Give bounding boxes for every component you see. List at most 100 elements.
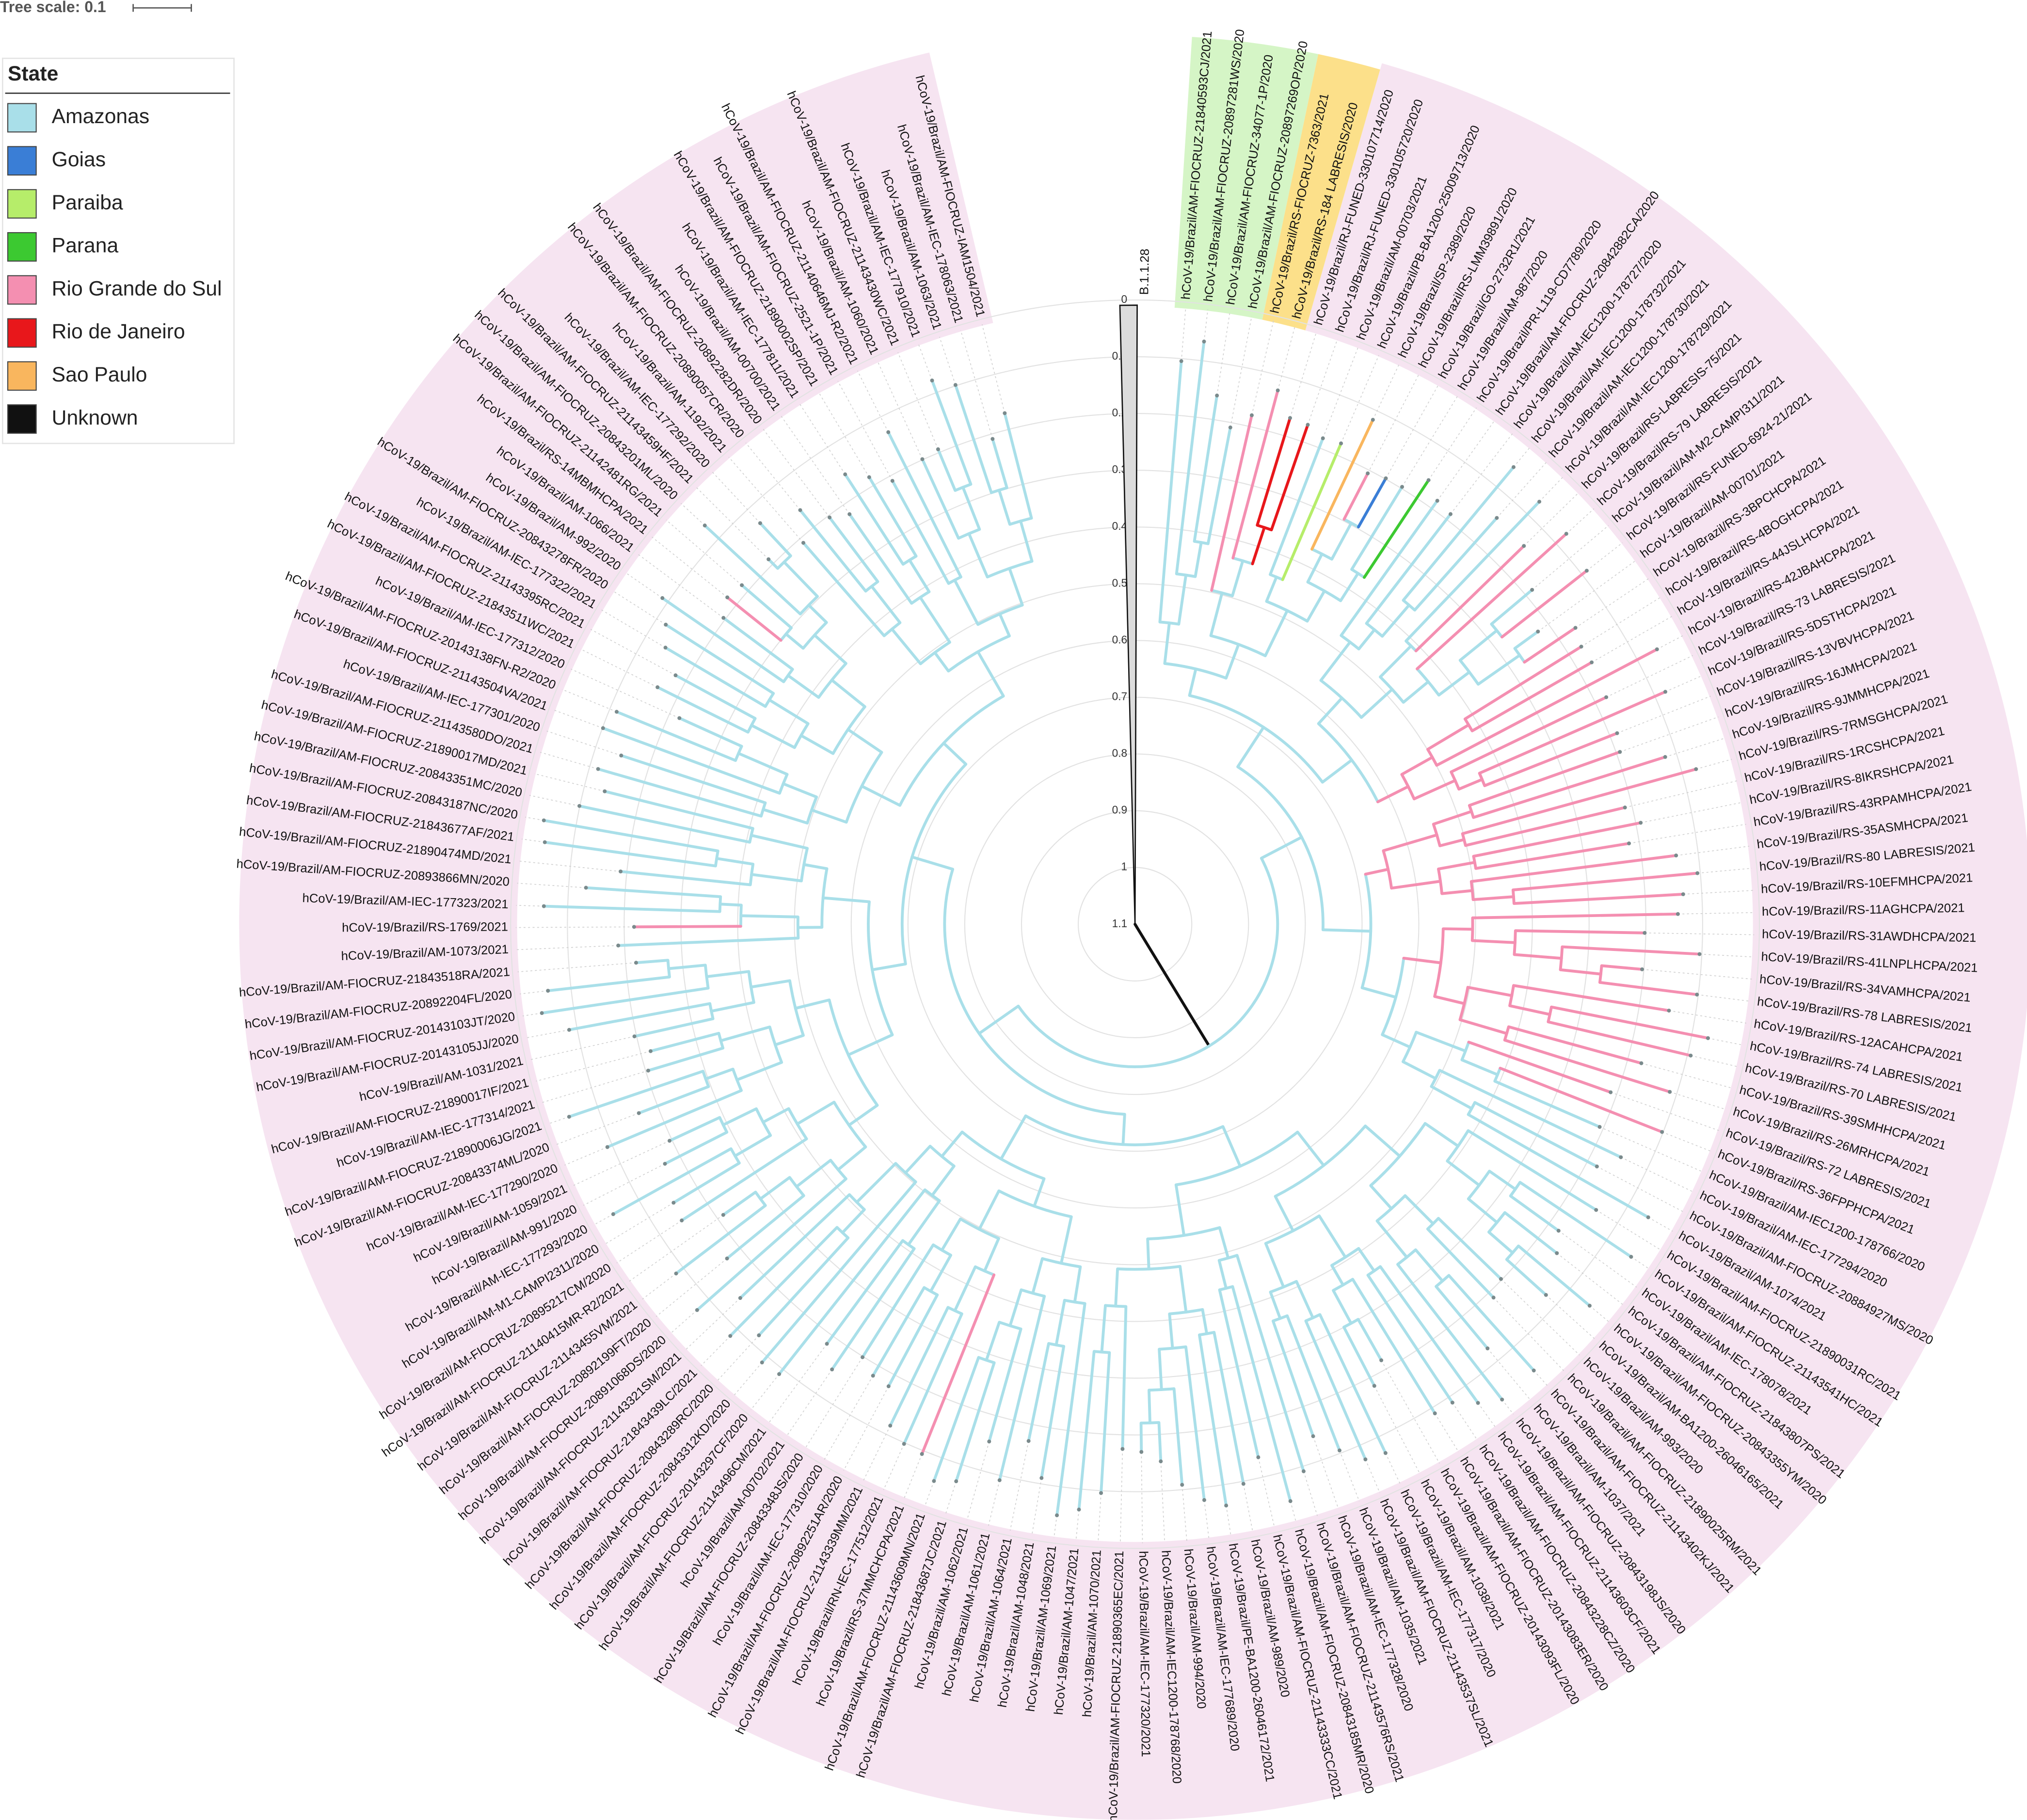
scale-bar bbox=[132, 4, 192, 12]
leaf-tip bbox=[1597, 1125, 1602, 1129]
branch bbox=[1488, 1170, 1517, 1191]
branch-arc bbox=[1340, 634, 1360, 650]
leaf-tip bbox=[1623, 806, 1627, 810]
branch bbox=[1114, 1267, 1119, 1308]
branch-arc bbox=[817, 662, 847, 698]
branch bbox=[1357, 628, 1376, 650]
leaf-tip bbox=[677, 716, 682, 720]
leader bbox=[1586, 542, 1623, 571]
axis-tick-label: 0 bbox=[1121, 293, 1128, 305]
branch bbox=[1235, 1254, 1305, 1473]
branch bbox=[967, 532, 989, 579]
branch-arc bbox=[788, 1176, 805, 1197]
branch bbox=[1438, 838, 1466, 847]
legend-label: Sao Paulo bbox=[52, 363, 147, 386]
leader bbox=[1385, 1453, 1401, 1484]
branch bbox=[1450, 696, 1608, 774]
branch bbox=[1561, 945, 1701, 956]
leaf-tip bbox=[1640, 967, 1644, 971]
leaf-tip bbox=[1579, 645, 1583, 649]
branch bbox=[710, 1001, 755, 1013]
leaf-tip bbox=[777, 1372, 782, 1377]
branch bbox=[976, 650, 1005, 697]
branch-arc bbox=[755, 1108, 772, 1137]
leaf-tip bbox=[1449, 512, 1453, 516]
branch bbox=[1400, 756, 1434, 776]
legend-swatch bbox=[7, 189, 37, 219]
leader bbox=[519, 860, 621, 872]
branch-arc bbox=[1148, 1226, 1220, 1241]
branch bbox=[1225, 643, 1240, 680]
leader bbox=[1665, 737, 1726, 758]
leaf-tip bbox=[702, 523, 707, 528]
branch bbox=[1174, 1183, 1186, 1237]
branch bbox=[620, 754, 767, 805]
leaf-tip bbox=[637, 1111, 641, 1115]
branch bbox=[1379, 1265, 1480, 1405]
branch bbox=[1512, 893, 1685, 905]
leader bbox=[670, 1310, 698, 1334]
legend-swatch bbox=[7, 103, 37, 133]
branch bbox=[1168, 1312, 1174, 1350]
branch bbox=[1179, 1265, 1188, 1314]
branch bbox=[740, 584, 793, 630]
branch bbox=[889, 1306, 950, 1427]
branch bbox=[977, 1004, 1020, 1035]
branch bbox=[722, 616, 794, 671]
branch bbox=[774, 1034, 805, 1046]
branch bbox=[782, 782, 818, 799]
branch bbox=[739, 914, 799, 918]
leaf-tip bbox=[890, 479, 894, 483]
branch bbox=[678, 716, 743, 748]
branch-arc bbox=[943, 869, 1125, 1116]
leaf-tip bbox=[728, 1334, 733, 1338]
leader bbox=[1628, 823, 1746, 844]
branch bbox=[802, 541, 886, 637]
branch bbox=[1194, 541, 1203, 578]
branch bbox=[1201, 1308, 1209, 1335]
branch-arc bbox=[1467, 1170, 1491, 1200]
branch bbox=[784, 633, 805, 650]
leaf-tip bbox=[1615, 731, 1619, 735]
branch-arc bbox=[900, 763, 967, 965]
leaf-tip bbox=[1241, 1482, 1245, 1486]
leaf-tip bbox=[1629, 1255, 1633, 1259]
branch-arc bbox=[1397, 1249, 1417, 1266]
leader bbox=[763, 428, 830, 518]
leader bbox=[1435, 1413, 1459, 1453]
branch bbox=[1463, 645, 1583, 721]
branch bbox=[1416, 532, 1568, 670]
branch bbox=[1100, 1304, 1107, 1354]
leader bbox=[1591, 616, 1673, 663]
leader bbox=[897, 352, 939, 450]
branch bbox=[870, 585, 902, 624]
branch-arc bbox=[1265, 1215, 1320, 1245]
legend-swatch bbox=[7, 232, 37, 262]
branch bbox=[667, 964, 707, 970]
axis-tick-label: 0.9 bbox=[1112, 804, 1127, 816]
branch bbox=[933, 651, 950, 673]
branch bbox=[1414, 544, 1526, 652]
branch bbox=[904, 1144, 932, 1174]
branch bbox=[890, 628, 922, 665]
leader bbox=[818, 392, 870, 477]
branch bbox=[1100, 1351, 1111, 1495]
branch bbox=[1342, 472, 1370, 521]
branch bbox=[601, 727, 781, 795]
leader bbox=[1374, 1385, 1420, 1474]
branch bbox=[567, 1070, 704, 1119]
legend-label: Rio de Janeiro bbox=[52, 320, 185, 343]
branch-arc bbox=[1487, 1212, 1506, 1233]
branch bbox=[1206, 426, 1232, 545]
branch bbox=[1231, 389, 1279, 560]
branch bbox=[647, 1046, 725, 1072]
branch bbox=[1286, 1314, 1341, 1452]
tree: B.1.1.28 bbox=[515, 249, 1755, 1543]
leaf-tip bbox=[725, 595, 730, 600]
leaf-tip bbox=[738, 1296, 742, 1300]
branch bbox=[1499, 1066, 1664, 1134]
branch-arc bbox=[1159, 1345, 1186, 1351]
leaf-tip bbox=[1099, 1491, 1103, 1495]
branch bbox=[757, 1236, 850, 1337]
branch bbox=[1157, 1421, 1163, 1463]
